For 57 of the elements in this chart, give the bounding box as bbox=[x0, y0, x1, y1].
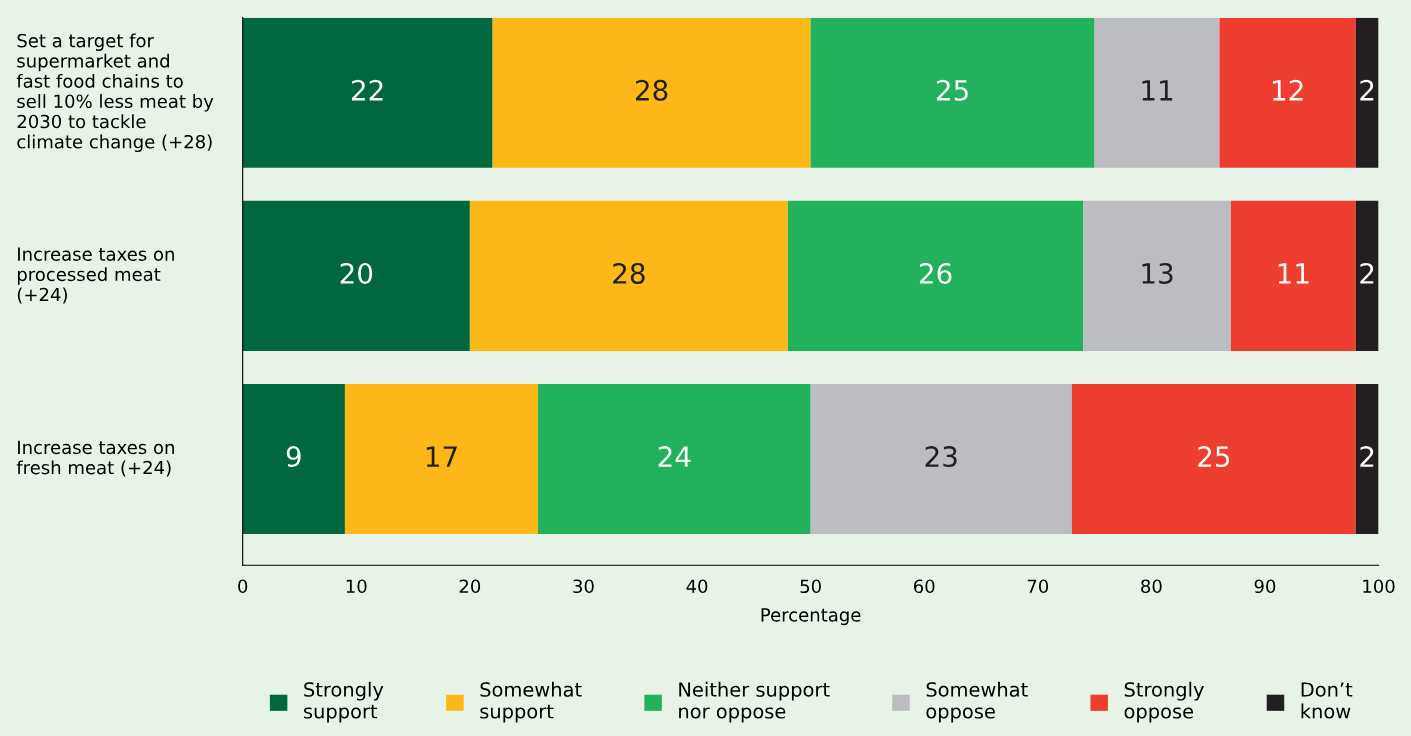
x-tick-label: 50 bbox=[800, 579, 821, 594]
x-tick-label: 60 bbox=[913, 579, 935, 594]
y-tick-label: Increase taxes on fresh meat (+24) bbox=[16, 440, 174, 477]
data-label: 25 bbox=[936, 79, 968, 101]
legend-label: Strongly support bbox=[303, 681, 384, 723]
x-tick-label: 90 bbox=[1254, 579, 1276, 594]
data-label: 2 bbox=[1360, 446, 1374, 467]
bar bbox=[344, 383, 539, 535]
x-axis-title: Percentage bbox=[761, 608, 861, 626]
bar bbox=[1355, 17, 1379, 168]
data-label: 12 bbox=[1273, 79, 1303, 101]
bar bbox=[538, 383, 811, 535]
bar bbox=[1230, 200, 1356, 351]
x-tick-label: 0 bbox=[238, 579, 248, 594]
bar bbox=[1219, 17, 1356, 168]
legend-label: Somewhat oppose bbox=[926, 681, 1028, 723]
bar bbox=[492, 17, 811, 168]
x-tick-label: 70 bbox=[1027, 579, 1049, 594]
data-label: 2 bbox=[1360, 79, 1374, 101]
bar bbox=[469, 200, 788, 351]
y-tick-label: Set a target for supermarket and fast food chains to sell 10% less meat by 2030 to tackle climate change (+28) bbox=[16, 33, 214, 153]
data-label: 25 bbox=[1198, 446, 1230, 468]
data-label: 22 bbox=[352, 79, 383, 101]
bar bbox=[242, 383, 345, 535]
bar bbox=[1355, 200, 1379, 351]
legend-label: Strongly oppose bbox=[1124, 681, 1204, 723]
x-tick-label: 20 bbox=[459, 579, 481, 594]
bar bbox=[810, 17, 1095, 168]
bar bbox=[242, 17, 493, 168]
data-label: 24 bbox=[658, 446, 691, 467]
x-tick-label: 30 bbox=[573, 579, 594, 594]
data-label: 9 bbox=[286, 446, 301, 468]
x-tick-label: 80 bbox=[1141, 579, 1162, 594]
x-tick-label: 10 bbox=[346, 579, 367, 594]
bar bbox=[1083, 200, 1231, 351]
legend-label: Somewhat support bbox=[480, 681, 582, 723]
data-label: 11 bbox=[1142, 80, 1173, 101]
legend-label: Neither support nor oppose bbox=[679, 681, 830, 723]
data-label: 20 bbox=[340, 262, 373, 284]
data-label: 28 bbox=[613, 262, 645, 284]
y-tick-label: Increase taxes on processed meat (+24) bbox=[17, 247, 174, 304]
data-label: 28 bbox=[635, 79, 668, 101]
legend-label: Don’t know bbox=[1301, 682, 1353, 719]
bar bbox=[810, 383, 1072, 535]
bar bbox=[1071, 383, 1356, 535]
bar bbox=[1094, 17, 1220, 168]
bar bbox=[242, 200, 470, 351]
data-label: 17 bbox=[426, 446, 457, 467]
x-tick-label: 40 bbox=[686, 579, 708, 594]
data-label: 26 bbox=[919, 262, 952, 284]
bar bbox=[787, 200, 1084, 351]
data-label: 11 bbox=[1278, 263, 1309, 284]
data-label: 13 bbox=[1142, 262, 1173, 284]
bar bbox=[1355, 383, 1379, 535]
data-label: 2 bbox=[1360, 262, 1374, 284]
x-tick-label: 100 bbox=[1363, 579, 1395, 594]
data-label: 23 bbox=[925, 446, 957, 468]
